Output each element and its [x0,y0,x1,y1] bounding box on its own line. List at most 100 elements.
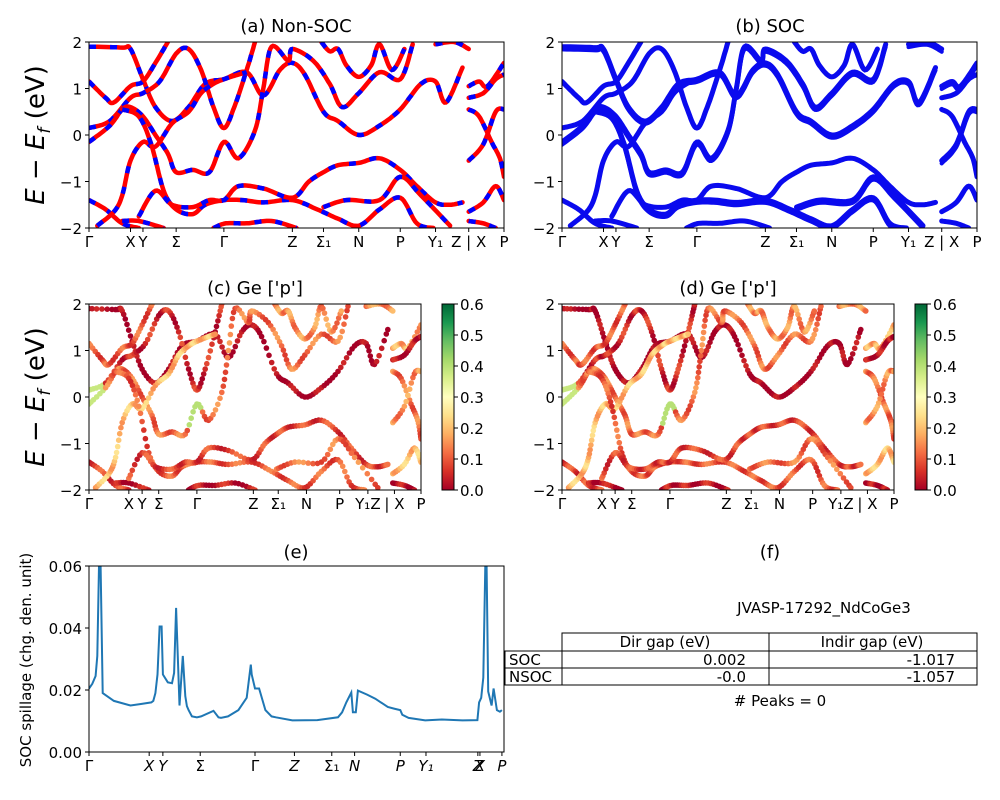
band-point [612,420,619,427]
band-point [616,439,623,446]
band-point [131,387,137,393]
band-line-dashed [467,106,504,163]
band-point [144,336,151,343]
band-point [818,304,824,310]
panel-a-xtick-label: Γ [85,233,94,251]
band-point [184,427,191,434]
band-point [221,376,228,383]
band-line [562,197,615,228]
band-point [223,362,230,368]
panel-e-xtick-label: N [349,757,360,775]
band-point [662,410,669,417]
band-point [147,331,153,338]
band-point [848,484,854,490]
band-point [680,348,687,354]
panel-a-xtick-label: P [396,233,405,251]
band-point [619,487,625,490]
band-point [651,337,657,344]
band-point [263,345,270,351]
band-point [683,338,689,344]
band-point [661,415,667,422]
band-point [677,357,684,364]
band-point [126,487,132,490]
band-point [589,432,596,439]
band-point [210,411,216,418]
band-point [149,304,155,307]
band-point [119,419,125,426]
panel-c-xtick-label: P [416,495,425,513]
band-line [321,174,453,228]
band-point [385,326,391,333]
panel-a-xtick-label: Γ [220,233,229,251]
panel-d-xtick-label: Γ [558,495,567,513]
band-point [815,315,821,322]
band-point [292,459,298,465]
band-point [692,389,698,396]
panel-a-ytick-label: 2 [72,34,82,52]
band-point [122,316,129,322]
band-point [590,427,597,434]
band-point [139,418,145,425]
panel-d-colorbar-label: 0.3 [933,389,957,407]
panel-c-colorbar-label: 0.3 [460,389,484,407]
panel-e-xtick-label: X [474,757,486,775]
band-point [587,446,593,453]
panel-c-xtick-label: Σ [154,495,163,513]
band-point [271,366,278,372]
panel-d-colorbar-label: 0.4 [933,358,957,376]
band-point [188,376,195,382]
panel-e-xtick-label: Σ₁ [324,757,340,775]
band-point [141,427,147,433]
panel-a-title: (a) Non-SOC [240,16,351,37]
panel-c-title: (c) Ge ['p'] [207,278,303,299]
panel-d-xtick-label: P [889,495,898,513]
band-point [325,322,331,328]
band-point [660,420,666,427]
band-point [701,323,708,329]
band-point [334,320,340,326]
band-point [609,403,615,410]
band-point [705,343,712,350]
band-point [418,333,421,340]
panel-c-ytick-label: 0 [72,389,82,407]
panel-b-title: (b) SOC [735,16,804,37]
band-line [89,42,171,106]
band-point [725,487,731,490]
band-point [149,326,156,332]
panel-c-xtick-label: Σ₁ [270,495,286,513]
panel-b-xtick-label: Σ₁ [789,233,805,251]
panel-c-ytick-label: 1 [72,343,82,361]
panel-f-table: JVASP-17292_NdCoGe3 Dir gap (eV) Indir g… [504,599,978,710]
band-point [217,395,223,402]
panel-c-axes: −2 −1 0 1 2 Γ X Y Σ Γ Z Σ₁ N P Y₁Z | X P [60,296,426,513]
band-line [89,197,142,228]
band-point [834,466,840,473]
band-point [339,463,346,470]
panel-b-xtick-label: P [972,233,981,251]
band-point [863,308,869,314]
panel-a-xtick-label: N [353,233,364,251]
band-point [676,362,683,369]
band-line [906,42,945,52]
band-point [148,390,154,397]
panel-c-colorbar-label: 0.1 [460,451,484,469]
panel-e-xtick-label: Z [472,757,484,775]
band-point [197,404,204,411]
band-point [129,382,136,389]
band-point [314,316,320,323]
band-point [834,487,841,490]
panel-c-colorbar: 0.0 0.1 0.2 0.3 0.4 0.5 0.6 [441,296,484,500]
panel-d-xtick-label: Y₁Z [827,495,853,513]
band-line [319,42,407,80]
band-point [693,385,699,391]
band-point [344,474,350,480]
band-point [598,326,605,332]
band-point [199,376,206,382]
panel-d-colorbar-label: 0.2 [933,420,957,438]
panel-b-ytick-label: −1 [533,174,555,192]
band-point [588,437,595,444]
band-point [185,366,192,372]
band-point [232,343,239,350]
band-point [586,451,593,457]
panel-d-colorbar: 0.0 0.1 0.2 0.3 0.4 0.5 0.6 [914,296,957,500]
